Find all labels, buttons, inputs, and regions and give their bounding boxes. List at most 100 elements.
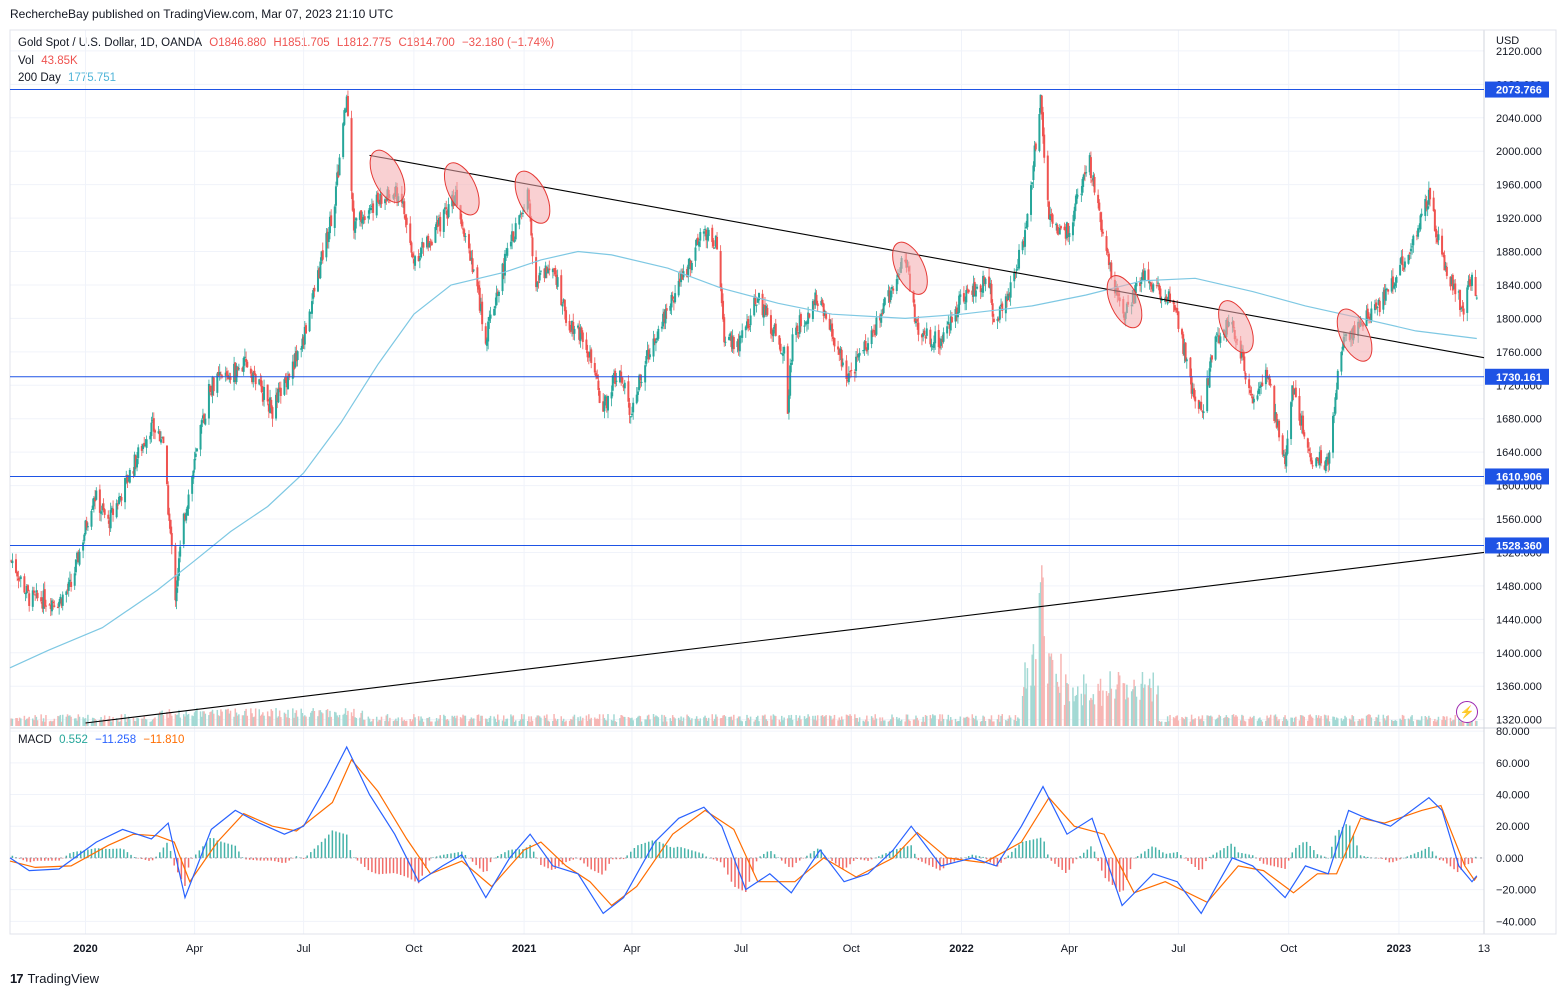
macd-histogram-bar <box>568 857 571 861</box>
highlight-ellipse[interactable] <box>885 237 934 300</box>
highlight-ellipse[interactable] <box>1100 270 1149 333</box>
candle-body <box>183 514 186 520</box>
volume-bar <box>914 719 916 726</box>
volume-bar <box>966 716 969 726</box>
candle-body <box>354 221 357 233</box>
volume-bar <box>1307 720 1309 726</box>
candle-body <box>689 260 692 270</box>
candle-body <box>120 496 123 501</box>
macd-signal-line[interactable] <box>9 758 1478 907</box>
macd-histogram-bar <box>914 853 916 858</box>
macd-histogram-bar <box>838 857 841 867</box>
price-level-tag-label: 1610.906 <box>1496 471 1542 483</box>
ma200-line[interactable] <box>9 250 1477 669</box>
volume-bar <box>565 720 567 726</box>
volume-bar <box>322 713 324 726</box>
volume-bar <box>628 717 631 726</box>
candle-body <box>587 356 590 358</box>
volume-bar <box>487 721 489 726</box>
tradingview-logo[interactable]: 17 TradingView <box>10 971 99 986</box>
candle-body <box>479 303 482 312</box>
candle-body <box>1278 420 1281 438</box>
candle-body <box>493 308 496 316</box>
candle-body <box>1258 386 1261 389</box>
high-value: H1851.705 <box>273 37 330 49</box>
candle-body <box>497 291 500 296</box>
volume-bar <box>115 718 118 726</box>
volume-bar <box>401 717 403 726</box>
volume-bar <box>496 714 499 726</box>
currency-label: USD <box>1496 35 1519 47</box>
volume-bar <box>939 714 941 726</box>
candle-body <box>1034 143 1037 150</box>
macd-histogram-bar <box>698 852 700 858</box>
symbol-name[interactable]: Gold Spot / U.S. Dollar, 1D, OANDA <box>18 37 203 49</box>
highlight-ellipse[interactable] <box>437 158 486 221</box>
candle-body <box>199 425 202 450</box>
macd-line[interactable] <box>9 745 1478 915</box>
volume-bar <box>619 718 621 726</box>
volume-bar <box>284 713 287 726</box>
candle-body <box>464 235 467 237</box>
volume-bar <box>434 721 437 726</box>
volume-bar <box>167 717 169 726</box>
volume-bar <box>647 714 650 726</box>
macd-histogram-bar <box>658 841 661 858</box>
macd-histogram-bar <box>1323 856 1326 858</box>
volume-bar <box>1099 678 1102 726</box>
volume-bar <box>1452 720 1454 726</box>
volume-bar <box>1378 721 1381 726</box>
trendline[interactable] <box>85 551 1485 724</box>
volume-bar <box>196 708 198 726</box>
volume-bar <box>119 721 122 726</box>
volume-bar <box>1315 715 1317 726</box>
macd-histogram-bar <box>831 857 833 861</box>
candle-body <box>577 325 580 328</box>
macd-line-value: −11.258 <box>95 734 137 746</box>
volume-bar <box>1449 717 1452 726</box>
candle-body <box>639 374 642 381</box>
volume-bar <box>741 721 743 726</box>
trendline[interactable] <box>369 154 1485 359</box>
volume-bar <box>185 711 187 726</box>
macd-histogram-bar <box>1205 857 1207 862</box>
macd-histogram-bar <box>320 841 323 858</box>
volume-bar <box>132 717 135 726</box>
highlight-ellipse[interactable] <box>508 166 557 229</box>
candle-body <box>211 377 214 396</box>
volume-bar <box>318 710 320 726</box>
volume-bar <box>485 718 487 726</box>
highlight-ellipse[interactable] <box>1211 295 1260 358</box>
candle-body <box>580 327 583 334</box>
macd-histogram-bar <box>1003 857 1006 860</box>
volume-bar <box>655 715 657 726</box>
volume-bar <box>624 716 626 726</box>
price-tick-label: 1760.000 <box>1496 347 1542 359</box>
highlight-ellipse[interactable] <box>1330 304 1379 367</box>
macd-histogram-bar <box>126 852 129 858</box>
volume-bar <box>1257 718 1260 726</box>
candle-body <box>34 594 37 596</box>
candle-body <box>320 251 323 261</box>
candle-body <box>1394 283 1397 287</box>
volume-bar <box>631 717 633 726</box>
volume-bar <box>833 714 836 726</box>
volume-bar <box>965 716 968 726</box>
ma-label[interactable]: 200 Day <box>18 72 61 84</box>
volume-bar <box>1025 688 1027 726</box>
candle-body <box>1281 435 1284 455</box>
volume-bar <box>107 718 110 726</box>
macd-histogram-bar <box>105 848 107 858</box>
volume-label[interactable]: Vol <box>18 54 34 67</box>
volume-bar <box>989 719 992 726</box>
lightning-icon[interactable]: ⚡ <box>1456 701 1478 723</box>
volume-bar <box>194 710 197 726</box>
macd-label[interactable]: MACD <box>18 734 52 746</box>
volume-bar <box>789 718 791 726</box>
macd-histogram-bar <box>1029 840 1031 858</box>
candle-body <box>602 401 605 412</box>
volume-bar <box>1235 715 1237 726</box>
highlight-ellipse[interactable] <box>363 145 412 208</box>
macd-histogram-bar <box>1194 857 1196 867</box>
